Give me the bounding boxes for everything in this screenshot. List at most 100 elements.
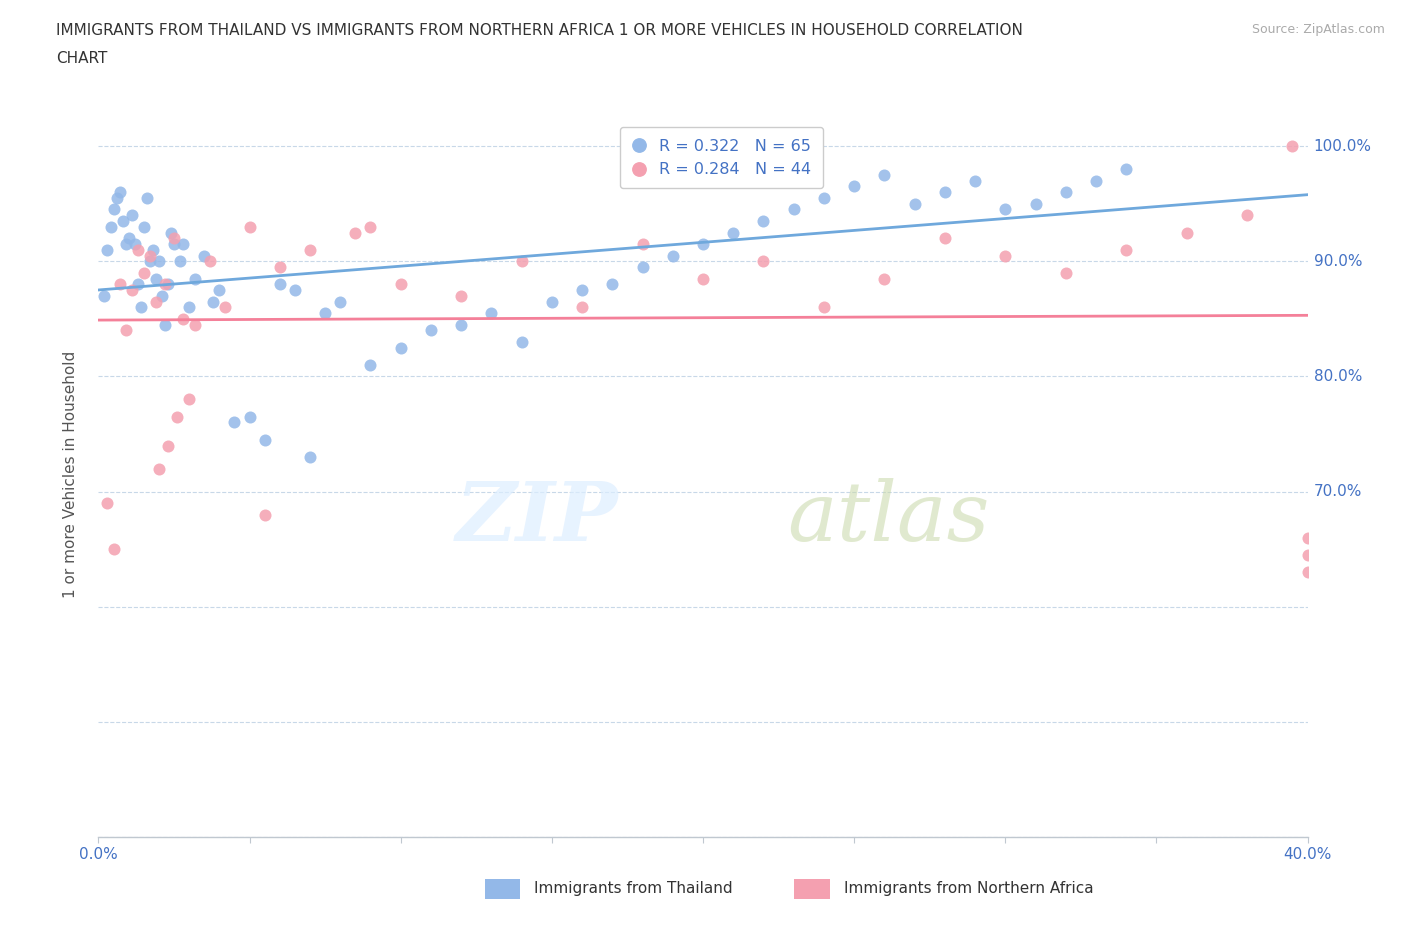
Point (661, 248, 683, 263)
Point (994, 202, 1017, 217)
Point (1054, 185, 1077, 200)
Point (299, 449, 322, 464)
Point (631, 259, 654, 274)
Point (121, 283, 143, 298)
Point (510, 254, 533, 269)
Point (450, 288, 472, 303)
Point (1236, 207, 1258, 222)
Point (329, 294, 352, 309)
Point (965, 173, 987, 188)
Y-axis label: 1 or more Vehicles in Household: 1 or more Vehicles in Household (63, 351, 77, 598)
Point (105, 191, 128, 206)
Text: ZIP: ZIP (456, 478, 619, 558)
Point (132, 265, 155, 280)
Point (723, 225, 745, 240)
Point (224, 415, 246, 430)
Point (873, 272, 896, 286)
Point (139, 248, 162, 263)
Point (100, 219, 122, 234)
Point (200, 254, 222, 269)
Point (208, 283, 231, 298)
Point (1024, 196, 1046, 211)
Point (1085, 173, 1108, 188)
Point (163, 231, 186, 246)
Point (752, 254, 775, 269)
Point (214, 299, 236, 314)
Text: 70.0%: 70.0% (1313, 485, 1362, 499)
Point (994, 248, 1017, 263)
Point (314, 306, 336, 321)
Point (420, 323, 443, 338)
Point (179, 392, 201, 407)
Point (284, 283, 307, 298)
Point (813, 191, 835, 206)
Point (571, 283, 593, 298)
Point (269, 259, 291, 274)
Point (156, 438, 179, 453)
Point (360, 219, 382, 234)
Point (111, 214, 134, 229)
Point (145, 272, 167, 286)
Point (118, 231, 141, 246)
Point (139, 254, 162, 269)
Point (150, 288, 173, 303)
Point (631, 236, 654, 251)
Point (184, 272, 207, 286)
Point (1054, 265, 1077, 280)
Point (145, 294, 167, 309)
Point (129, 299, 152, 314)
Point (1115, 162, 1137, 177)
Point (1296, 530, 1319, 545)
Text: atlas: atlas (787, 478, 990, 558)
Point (389, 277, 412, 292)
Text: Immigrants from Northern Africa: Immigrants from Northern Africa (844, 881, 1094, 896)
Point (1296, 548, 1319, 563)
Point (540, 294, 562, 309)
Point (813, 299, 835, 314)
Point (481, 306, 503, 321)
Point (253, 507, 276, 522)
Point (172, 236, 194, 251)
Point (360, 357, 382, 372)
Point (172, 312, 194, 326)
Point (450, 317, 472, 332)
Text: 80.0%: 80.0% (1313, 369, 1362, 384)
Point (153, 277, 176, 292)
Point (96, 496, 118, 511)
Point (269, 277, 291, 292)
Point (103, 541, 125, 556)
Text: CHART: CHART (56, 51, 108, 66)
Point (96, 243, 118, 258)
Point (103, 202, 125, 217)
Point (1296, 565, 1319, 579)
Point (239, 219, 262, 234)
Point (160, 225, 183, 240)
Point (783, 202, 806, 217)
Point (239, 409, 262, 424)
Point (156, 277, 179, 292)
Legend: R = 0.322   N = 65, R = 0.284   N = 44: R = 0.322 N = 65, R = 0.284 N = 44 (620, 126, 823, 189)
Point (108, 185, 131, 200)
Point (934, 185, 956, 200)
Text: IMMIGRANTS FROM THAILAND VS IMMIGRANTS FROM NORTHERN AFRICA 1 OR MORE VEHICLES I: IMMIGRANTS FROM THAILAND VS IMMIGRANTS F… (56, 23, 1024, 38)
Point (1115, 243, 1137, 258)
Point (602, 277, 624, 292)
Point (1281, 139, 1303, 153)
Point (142, 243, 165, 258)
Point (163, 236, 186, 251)
Point (299, 243, 322, 258)
Text: 90.0%: 90.0% (1313, 254, 1362, 269)
Point (692, 236, 714, 251)
Point (135, 191, 157, 206)
Text: 100.0%: 100.0% (1313, 139, 1372, 153)
Point (752, 214, 775, 229)
Point (1175, 225, 1198, 240)
Point (184, 317, 207, 332)
Point (153, 317, 176, 332)
Text: Immigrants from Thailand: Immigrants from Thailand (534, 881, 733, 896)
Point (389, 340, 412, 355)
Point (934, 231, 956, 246)
Point (873, 167, 896, 182)
Point (121, 207, 143, 222)
Point (132, 219, 155, 234)
